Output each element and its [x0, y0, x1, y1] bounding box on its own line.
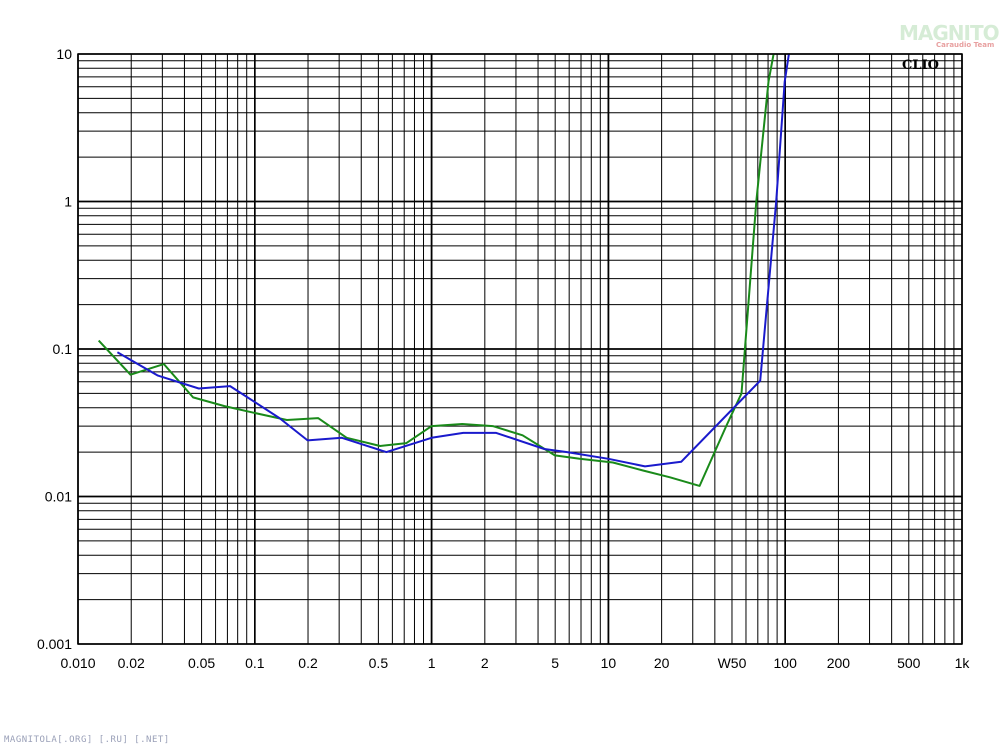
- x-tick-label: 500: [897, 655, 921, 671]
- magnitola-logo: MAGNITOLA Caraudio Team: [899, 21, 1000, 49]
- x-tick-label: 1k: [955, 655, 971, 671]
- y-tick-label: 0.001: [37, 636, 72, 652]
- x-tick-label: 20: [654, 655, 670, 671]
- series-line-1: [97, 54, 775, 487]
- x-tick-label: W50: [718, 655, 747, 671]
- x-tick-label: 100: [774, 655, 798, 671]
- x-tick-label: 0.5: [369, 655, 389, 671]
- x-tick-labels: 0.010 0.02 0.05 0.1 0.2 0.5 1 2 5 10 20 W50 100 200 50…: [60, 655, 970, 671]
- y-tick-label: 10: [56, 46, 72, 62]
- x-tick-label: 0.05: [188, 655, 215, 671]
- grid: [77, 53, 963, 645]
- x-tick-label: 0.010: [60, 655, 95, 671]
- x-tick-label: 2: [481, 655, 489, 671]
- y-tick-label: 1: [64, 194, 72, 210]
- x-tick-label: 0.1: [245, 655, 265, 671]
- x-tick-label: 5: [551, 655, 559, 671]
- series-group: [97, 54, 790, 487]
- y-tick-label: 0.01: [45, 489, 72, 505]
- x-tick-label: 1: [428, 655, 436, 671]
- y-tick-labels: 10 1 0.1 0.01 0.001: [37, 46, 72, 652]
- x-tick-label: 0.2: [298, 655, 318, 671]
- logo-subtext: Caraudio Team: [936, 41, 994, 49]
- x-tick-label: 10: [601, 655, 617, 671]
- x-tick-label: 200: [827, 655, 851, 671]
- y-tick-label: 0.1: [53, 341, 73, 357]
- series-line-2: [116, 54, 790, 468]
- x-tick-label: 0.02: [118, 655, 145, 671]
- clio-annotation: CLIO: [902, 58, 939, 73]
- logo-text: MAGNITOLA: [899, 21, 1000, 45]
- footer-watermark: MAGNITOLA[.ORG] [.RU] [.NET]: [4, 735, 170, 745]
- plot-frame: [77, 53, 963, 645]
